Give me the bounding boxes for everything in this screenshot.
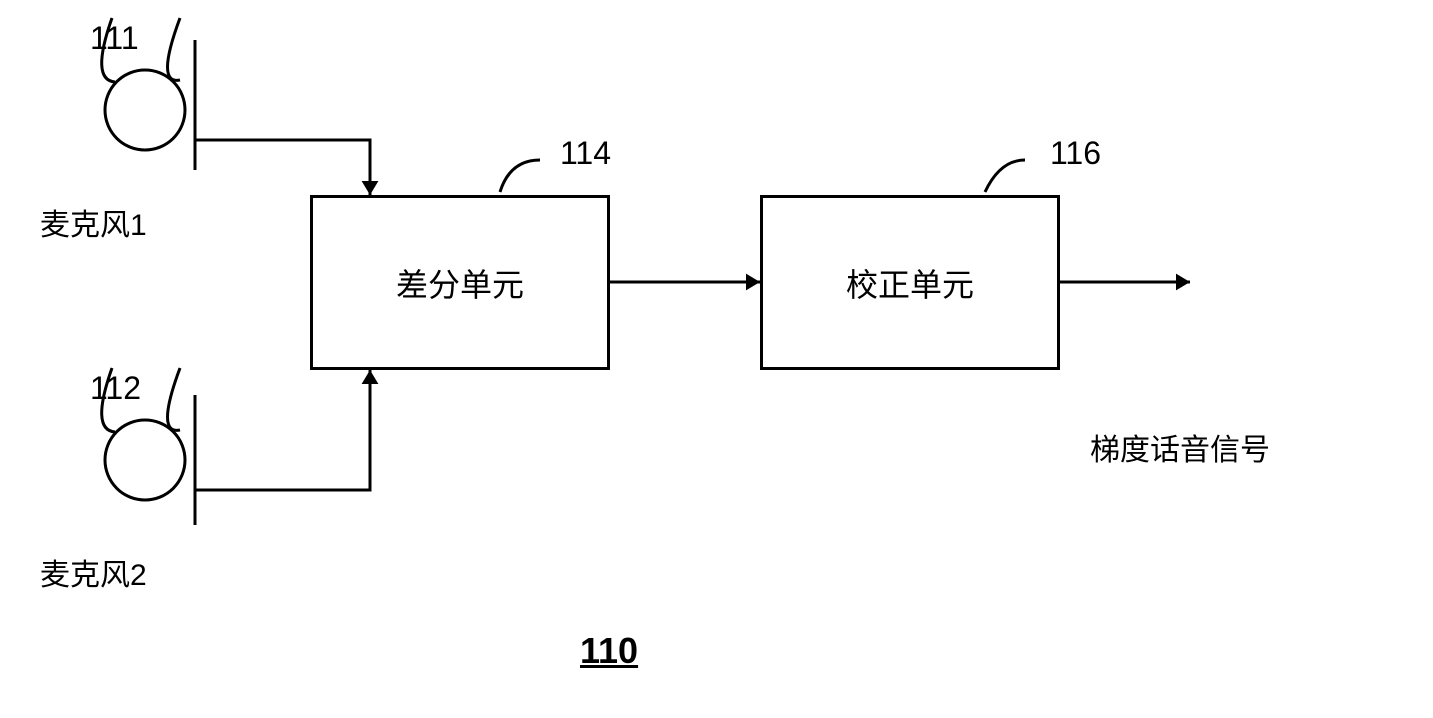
figure-number: 110 — [580, 630, 638, 672]
diff-unit-label: 差分单元 — [396, 260, 524, 306]
output-label: 梯度话音信号 — [1090, 425, 1270, 469]
ref-111: 111 — [90, 20, 139, 57]
diff-unit-box: 差分单元 — [310, 195, 610, 370]
correct-unit-label: 校正单元 — [846, 260, 974, 306]
ref-116: 116 — [1050, 135, 1101, 172]
ref-112: 112 — [90, 370, 141, 407]
diagram-svg — [0, 0, 1433, 718]
mic1-label: 麦克风1 — [40, 200, 147, 244]
correct-unit-box: 校正单元 — [760, 195, 1060, 370]
ref-114: 114 — [560, 135, 611, 172]
mic2-label: 麦克风2 — [40, 550, 147, 594]
